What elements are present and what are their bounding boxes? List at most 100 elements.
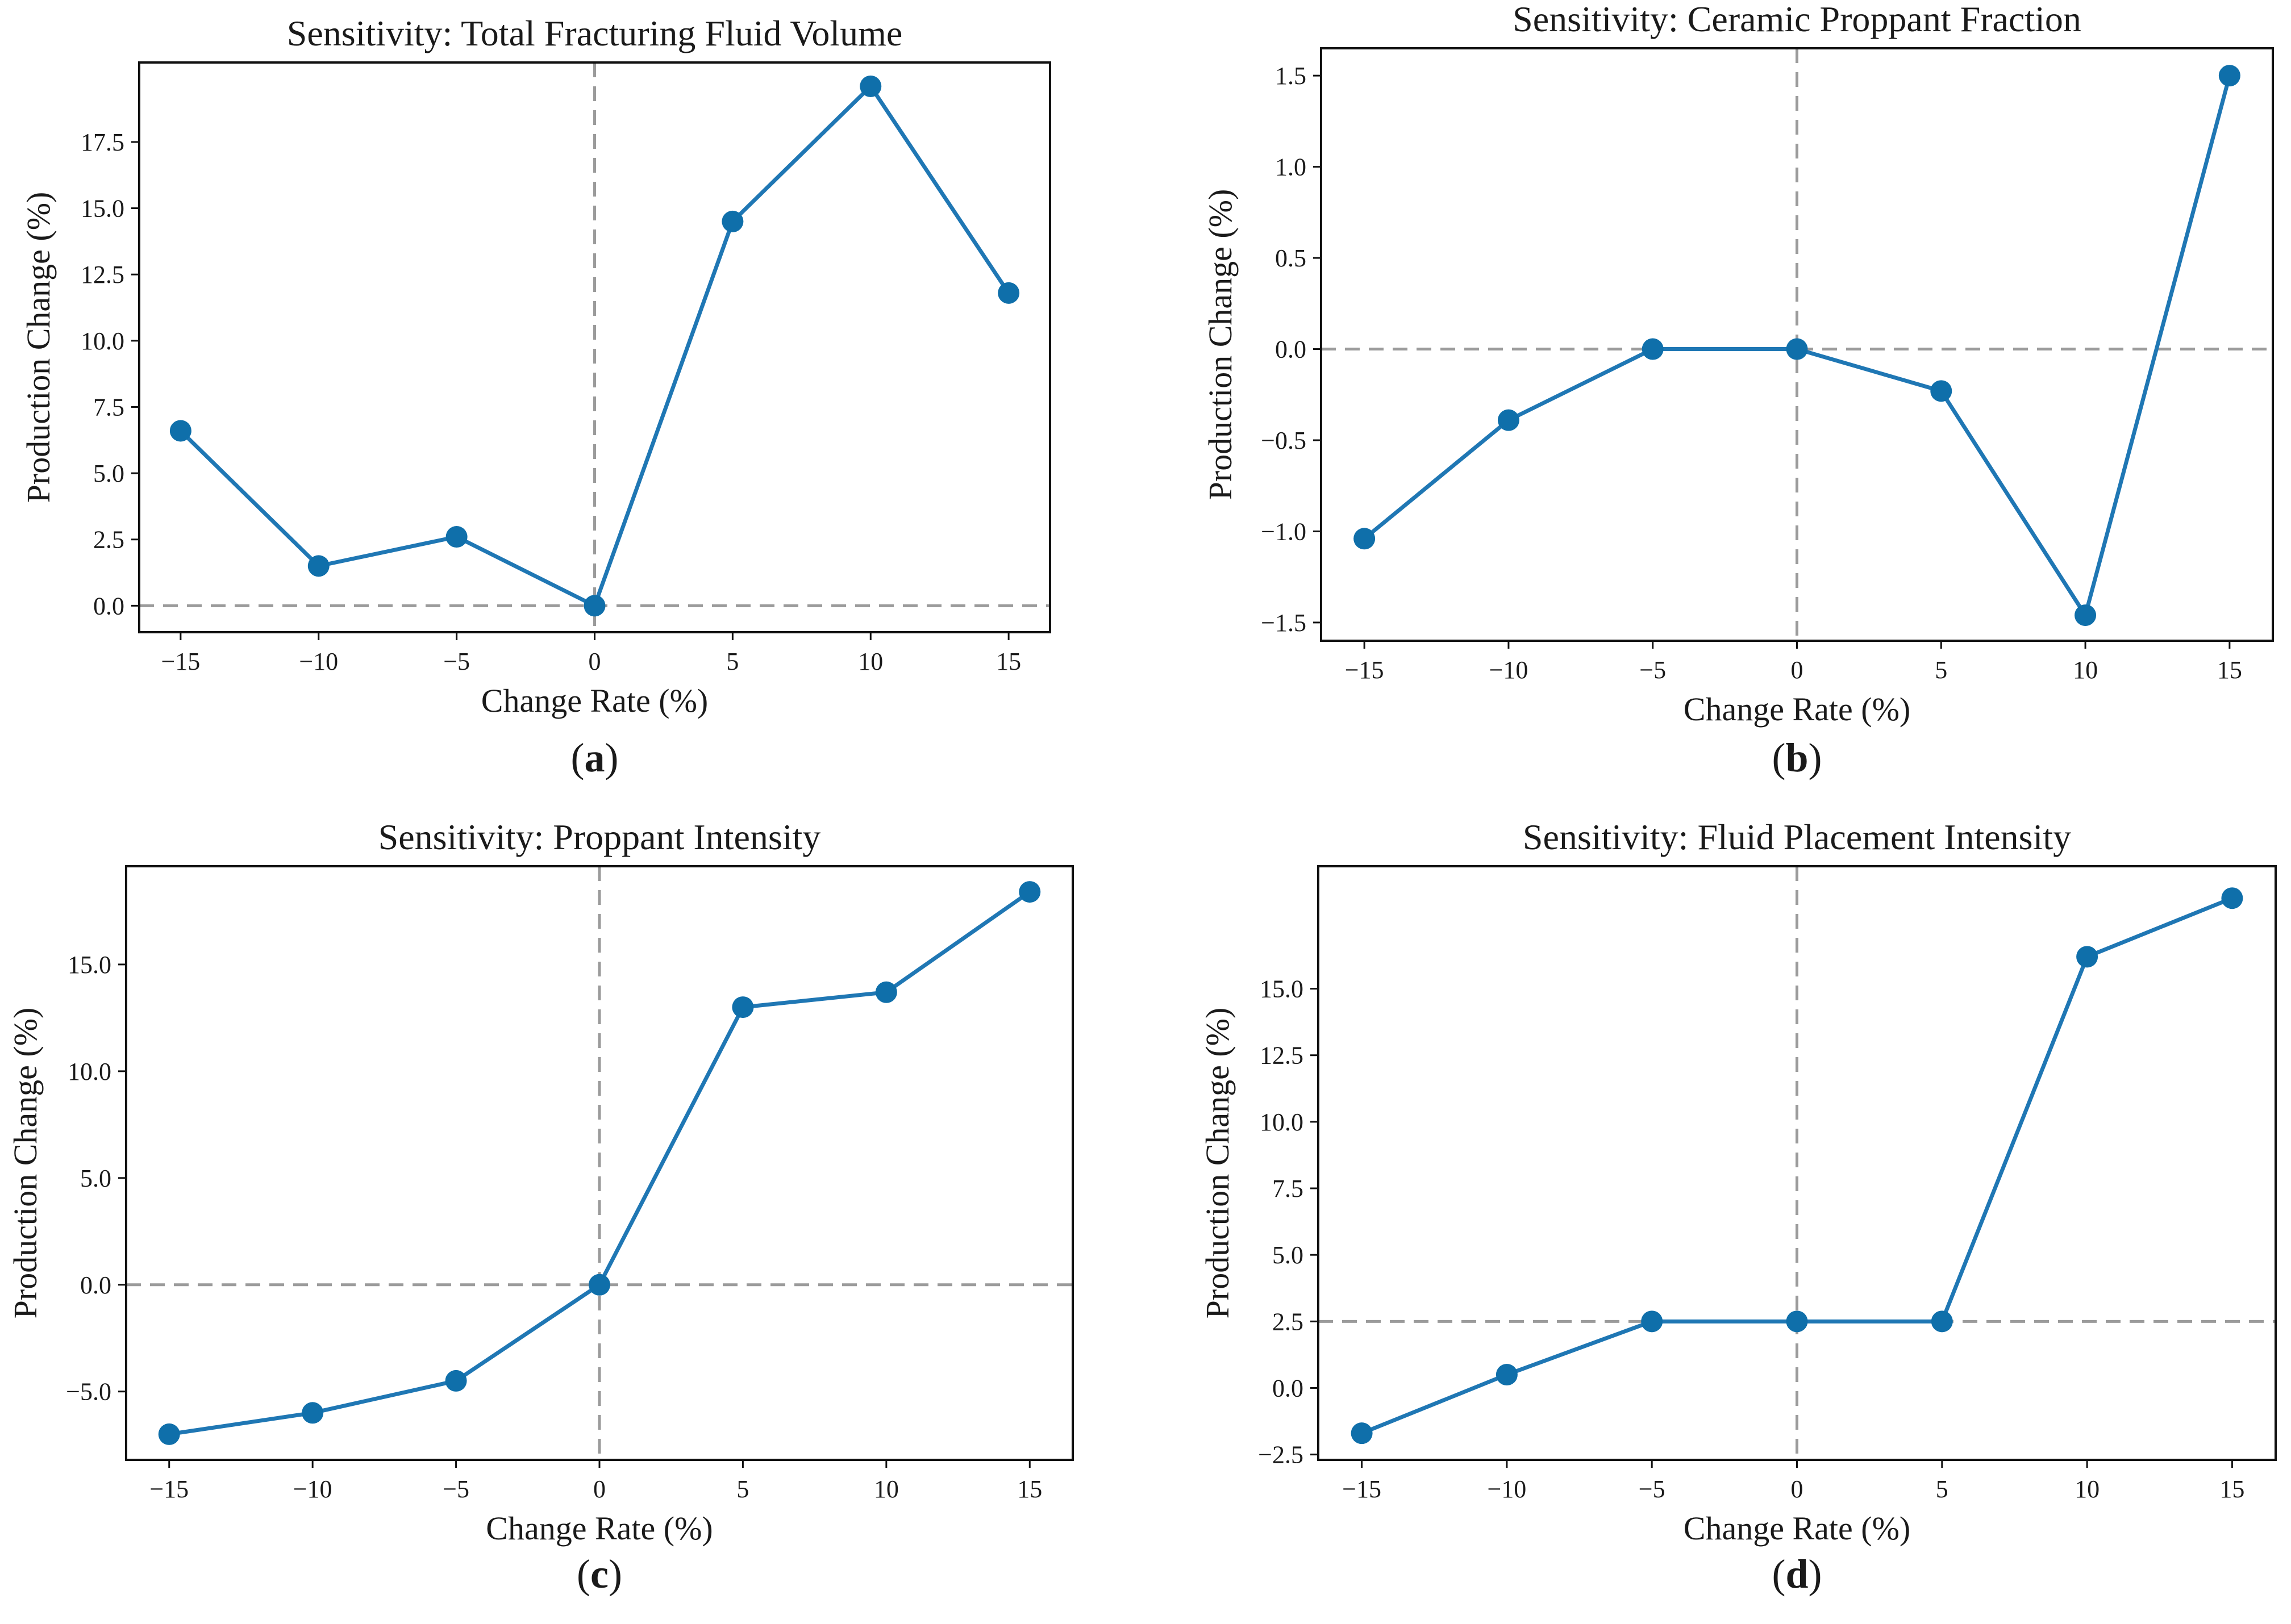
y-tick-label: 5.0 [80, 1164, 111, 1192]
x-axis-label: Change Rate (%) [1684, 1510, 1910, 1547]
x-tick-label: −15 [1342, 1475, 1381, 1503]
x-tick-label: −15 [149, 1475, 189, 1503]
x-axis-label: Change Rate (%) [481, 682, 708, 719]
chart-panel-c: −15 −10 −5 0 5 10 15 −5.0 0.0 5.0 10.0 15.0 Sensitiv… [7, 817, 1074, 1597]
x-tick-label: −5 [1639, 656, 1666, 684]
data-point [860, 75, 882, 97]
x-tick-label: −5 [443, 648, 470, 675]
y-tick-label: 1.0 [1275, 153, 1306, 181]
y-tick-label: 5.0 [1272, 1241, 1303, 1269]
data-point [1786, 338, 1808, 360]
chart-panel-d: −15 −10 −5 0 5 10 15 −2.5 0.0 2.5 5.0 7.5 10.0 12.5 15… [1199, 817, 2277, 1597]
y-tick-label: 0.5 [1275, 244, 1306, 272]
data-point [2075, 604, 2097, 627]
chart-panel-b: −15 −10 −5 0 5 10 15 −1.5 −1.0 −0.5 0.0 0.5 1.0 1.5 Se… [1202, 0, 2274, 780]
y-tick-label: 15.0 [81, 195, 124, 223]
data-point [589, 1274, 610, 1296]
x-tick-label: −5 [1639, 1475, 1665, 1503]
data-point [169, 420, 191, 442]
x-tick-label: 10 [2073, 656, 2098, 684]
data-point [2218, 65, 2240, 87]
data-point [1019, 881, 1041, 903]
y-tick-label: 0.0 [1272, 1374, 1303, 1402]
y-tick-label: 2.5 [93, 526, 124, 554]
y-tick-label: −0.5 [1261, 427, 1306, 454]
y-axis-label: Production Change (%) [20, 192, 57, 503]
x-tick-label: −10 [299, 648, 338, 675]
x-tick-label: 5 [736, 1475, 749, 1503]
x-tick-label: 10 [2075, 1475, 2100, 1503]
data-point [1497, 409, 1519, 431]
y-tick-label: 10.0 [1260, 1108, 1303, 1136]
y-axis-label: Production Change (%) [7, 1008, 44, 1319]
data-point [998, 282, 1020, 304]
y-tick-label: 0.0 [93, 592, 124, 620]
x-tick-label: 15 [1017, 1475, 1042, 1503]
data-point [158, 1423, 180, 1445]
y-tick-label: 12.5 [1260, 1042, 1303, 1070]
data-point [2076, 946, 2098, 968]
x-tick-label: 0 [589, 648, 601, 675]
chart-title: Sensitivity: Ceramic Proppant Fraction [1513, 0, 2081, 39]
y-tick-label: 2.5 [1272, 1308, 1303, 1335]
chart-title: Sensitivity: Fluid Placement Intensity [1523, 817, 2071, 857]
x-tick-label: 15 [996, 648, 1021, 675]
x-tick-label: 5 [1935, 656, 1947, 684]
data-point [732, 996, 754, 1018]
y-tick-label: 10.0 [68, 1058, 111, 1086]
y-tick-label: 12.5 [81, 261, 124, 289]
y-tick-label: −5.0 [66, 1378, 111, 1406]
x-tick-label: 5 [726, 648, 739, 675]
data-point [307, 555, 330, 577]
data-point [1641, 1310, 1663, 1333]
x-tick-label: −10 [1489, 656, 1528, 684]
x-tick-label: 15 [2219, 1475, 2244, 1503]
y-tick-label: −1.5 [1261, 609, 1306, 637]
data-point [1930, 380, 1952, 402]
panel-label: (b) [1772, 735, 1822, 780]
y-tick-label: 0.0 [80, 1271, 111, 1299]
data-point [1496, 1364, 1518, 1386]
panel-letter: c [590, 1551, 609, 1597]
data-point [1931, 1310, 1953, 1333]
data-point [722, 210, 744, 232]
y-axis-label: Production Change (%) [1202, 189, 1239, 500]
chart-title: Sensitivity: Total Fracturing Fluid Volu… [287, 13, 903, 53]
data-point [445, 526, 468, 548]
y-tick-label: −2.5 [1258, 1441, 1303, 1469]
panel-label: (a) [571, 735, 619, 780]
x-tick-label: −10 [293, 1475, 332, 1503]
x-tick-label: 0 [593, 1475, 606, 1503]
x-tick-label: −15 [1345, 656, 1384, 684]
x-axis-label: Change Rate (%) [486, 1510, 713, 1547]
x-tick-label: −10 [1487, 1475, 1526, 1503]
x-tick-label: 15 [2217, 656, 2242, 684]
x-tick-label: 5 [1936, 1475, 1948, 1503]
y-tick-label: 5.0 [93, 460, 124, 487]
y-tick-label: 1.5 [1275, 62, 1306, 90]
x-tick-label: −5 [443, 1475, 469, 1503]
y-tick-label: 10.0 [81, 327, 124, 355]
x-tick-label: 10 [874, 1475, 899, 1503]
data-point [1642, 338, 1664, 360]
chart-panel-a: −15 −10 −5 0 5 10 15 0.0 2.5 5.0 7.5 10.0 12.5 15.0 17… [20, 13, 1051, 780]
panel-label: (d) [1772, 1551, 1822, 1597]
data-point [584, 595, 606, 617]
panel-letter: a [585, 735, 605, 780]
y-axis-label: Production Change (%) [1199, 1008, 1236, 1319]
y-tick-label: 7.5 [93, 393, 124, 421]
y-tick-label: 15.0 [1260, 975, 1303, 1003]
x-tick-label: 0 [1791, 656, 1803, 684]
x-axis-label: Change Rate (%) [1684, 691, 1910, 728]
y-tick-label: 17.5 [81, 128, 124, 156]
y-tick-label: 0.0 [1275, 336, 1306, 364]
x-tick-label: 0 [1791, 1475, 1803, 1503]
x-tick-label: 10 [858, 648, 883, 675]
data-point [1353, 528, 1376, 550]
y-tick-label: 15.0 [68, 951, 111, 979]
data-point [2221, 887, 2243, 909]
panel-letter: d [1785, 1551, 1808, 1597]
data-point [302, 1402, 324, 1424]
y-tick-label: −1.0 [1261, 517, 1306, 545]
